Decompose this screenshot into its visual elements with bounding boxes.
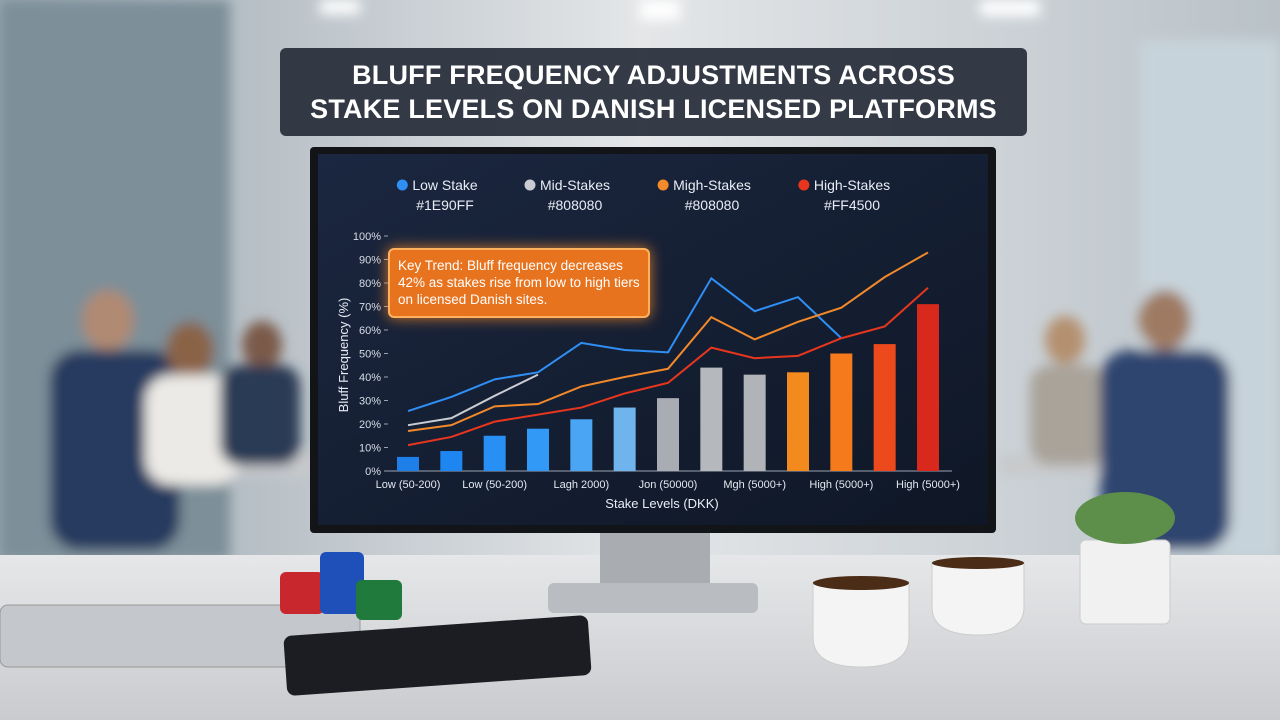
legend-swatch xyxy=(798,179,810,191)
x-tick-label: Jon (50000) xyxy=(639,479,698,491)
x-tick-label: Low (50-200) xyxy=(462,479,527,491)
legend-swatch xyxy=(396,179,408,191)
y-tick-label: 70% xyxy=(359,302,381,314)
title-line: STAKE LEVELS ON DANISH LICENSED PLATFORM… xyxy=(310,94,997,124)
line-series xyxy=(407,251,929,433)
bar xyxy=(570,419,593,471)
y-tick-label: 0% xyxy=(365,466,381,478)
y-tick-label: 30% xyxy=(359,396,381,408)
legend-label: Low Stake xyxy=(412,177,478,193)
bar xyxy=(483,435,506,471)
coffee-cups xyxy=(812,557,1025,668)
legend-code: #1E90FF xyxy=(416,197,474,213)
line-series xyxy=(407,373,539,427)
bar xyxy=(613,407,636,471)
chart: Stake Levels (DKK) Bluff Frequency (%) 0… xyxy=(336,177,960,511)
legend-code: #FF4500 xyxy=(824,197,880,213)
plant xyxy=(1075,492,1175,625)
legend-label: Migh-Stakes xyxy=(673,177,751,193)
legend-code: #808080 xyxy=(548,197,603,213)
x-tick-label: Mgh (5000+) xyxy=(723,479,786,491)
monitor-base xyxy=(548,583,758,613)
tablet xyxy=(283,615,592,696)
bar xyxy=(527,428,549,471)
bar xyxy=(917,304,939,471)
y-tick-label: 80% xyxy=(359,278,381,290)
x-tick-label: Lagh 2000) xyxy=(553,479,609,491)
monitor-stand xyxy=(600,530,710,590)
y-tick-label: 10% xyxy=(359,443,381,455)
y-tick-label: 20% xyxy=(359,419,381,431)
line-series xyxy=(407,286,929,447)
x-tick-label: High (5000+) xyxy=(809,479,873,491)
bar xyxy=(787,372,809,471)
x-axis-title: Stake Levels (DKK) xyxy=(605,496,718,511)
title-line: BLUFF FREQUENCY ADJUSTMENTS ACROSS xyxy=(352,60,955,90)
y-tick-label: 50% xyxy=(359,349,381,361)
legend-label: High-Stakes xyxy=(814,177,890,193)
bar xyxy=(440,451,463,471)
poker-chips xyxy=(280,552,402,620)
line-series xyxy=(407,276,843,413)
legend-swatch xyxy=(524,179,536,191)
x-tick-label: Low (50-200) xyxy=(376,479,441,491)
legend-swatch xyxy=(657,179,669,191)
bar xyxy=(700,367,723,471)
bar xyxy=(397,456,419,471)
y-tick-label: 60% xyxy=(359,325,381,337)
title-banner: BLUFF FREQUENCY ADJUSTMENTS ACROSS STAKE… xyxy=(280,48,1027,136)
y-tick-label: 40% xyxy=(359,372,381,384)
bar xyxy=(743,374,766,471)
legend-code: #808080 xyxy=(685,197,740,213)
bar xyxy=(873,344,896,471)
y-tick-label: 100% xyxy=(353,231,381,243)
bar xyxy=(830,353,853,471)
x-tick-label: High (5000+) xyxy=(896,479,960,491)
y-tick-label: 90% xyxy=(359,255,381,267)
legend-label: Mid-Stakes xyxy=(540,177,610,193)
annotation: Key Trend: Bluff frequency decreases 42%… xyxy=(388,248,650,318)
y-axis-title: Bluff Frequency (%) xyxy=(336,298,351,413)
bar xyxy=(657,398,679,471)
